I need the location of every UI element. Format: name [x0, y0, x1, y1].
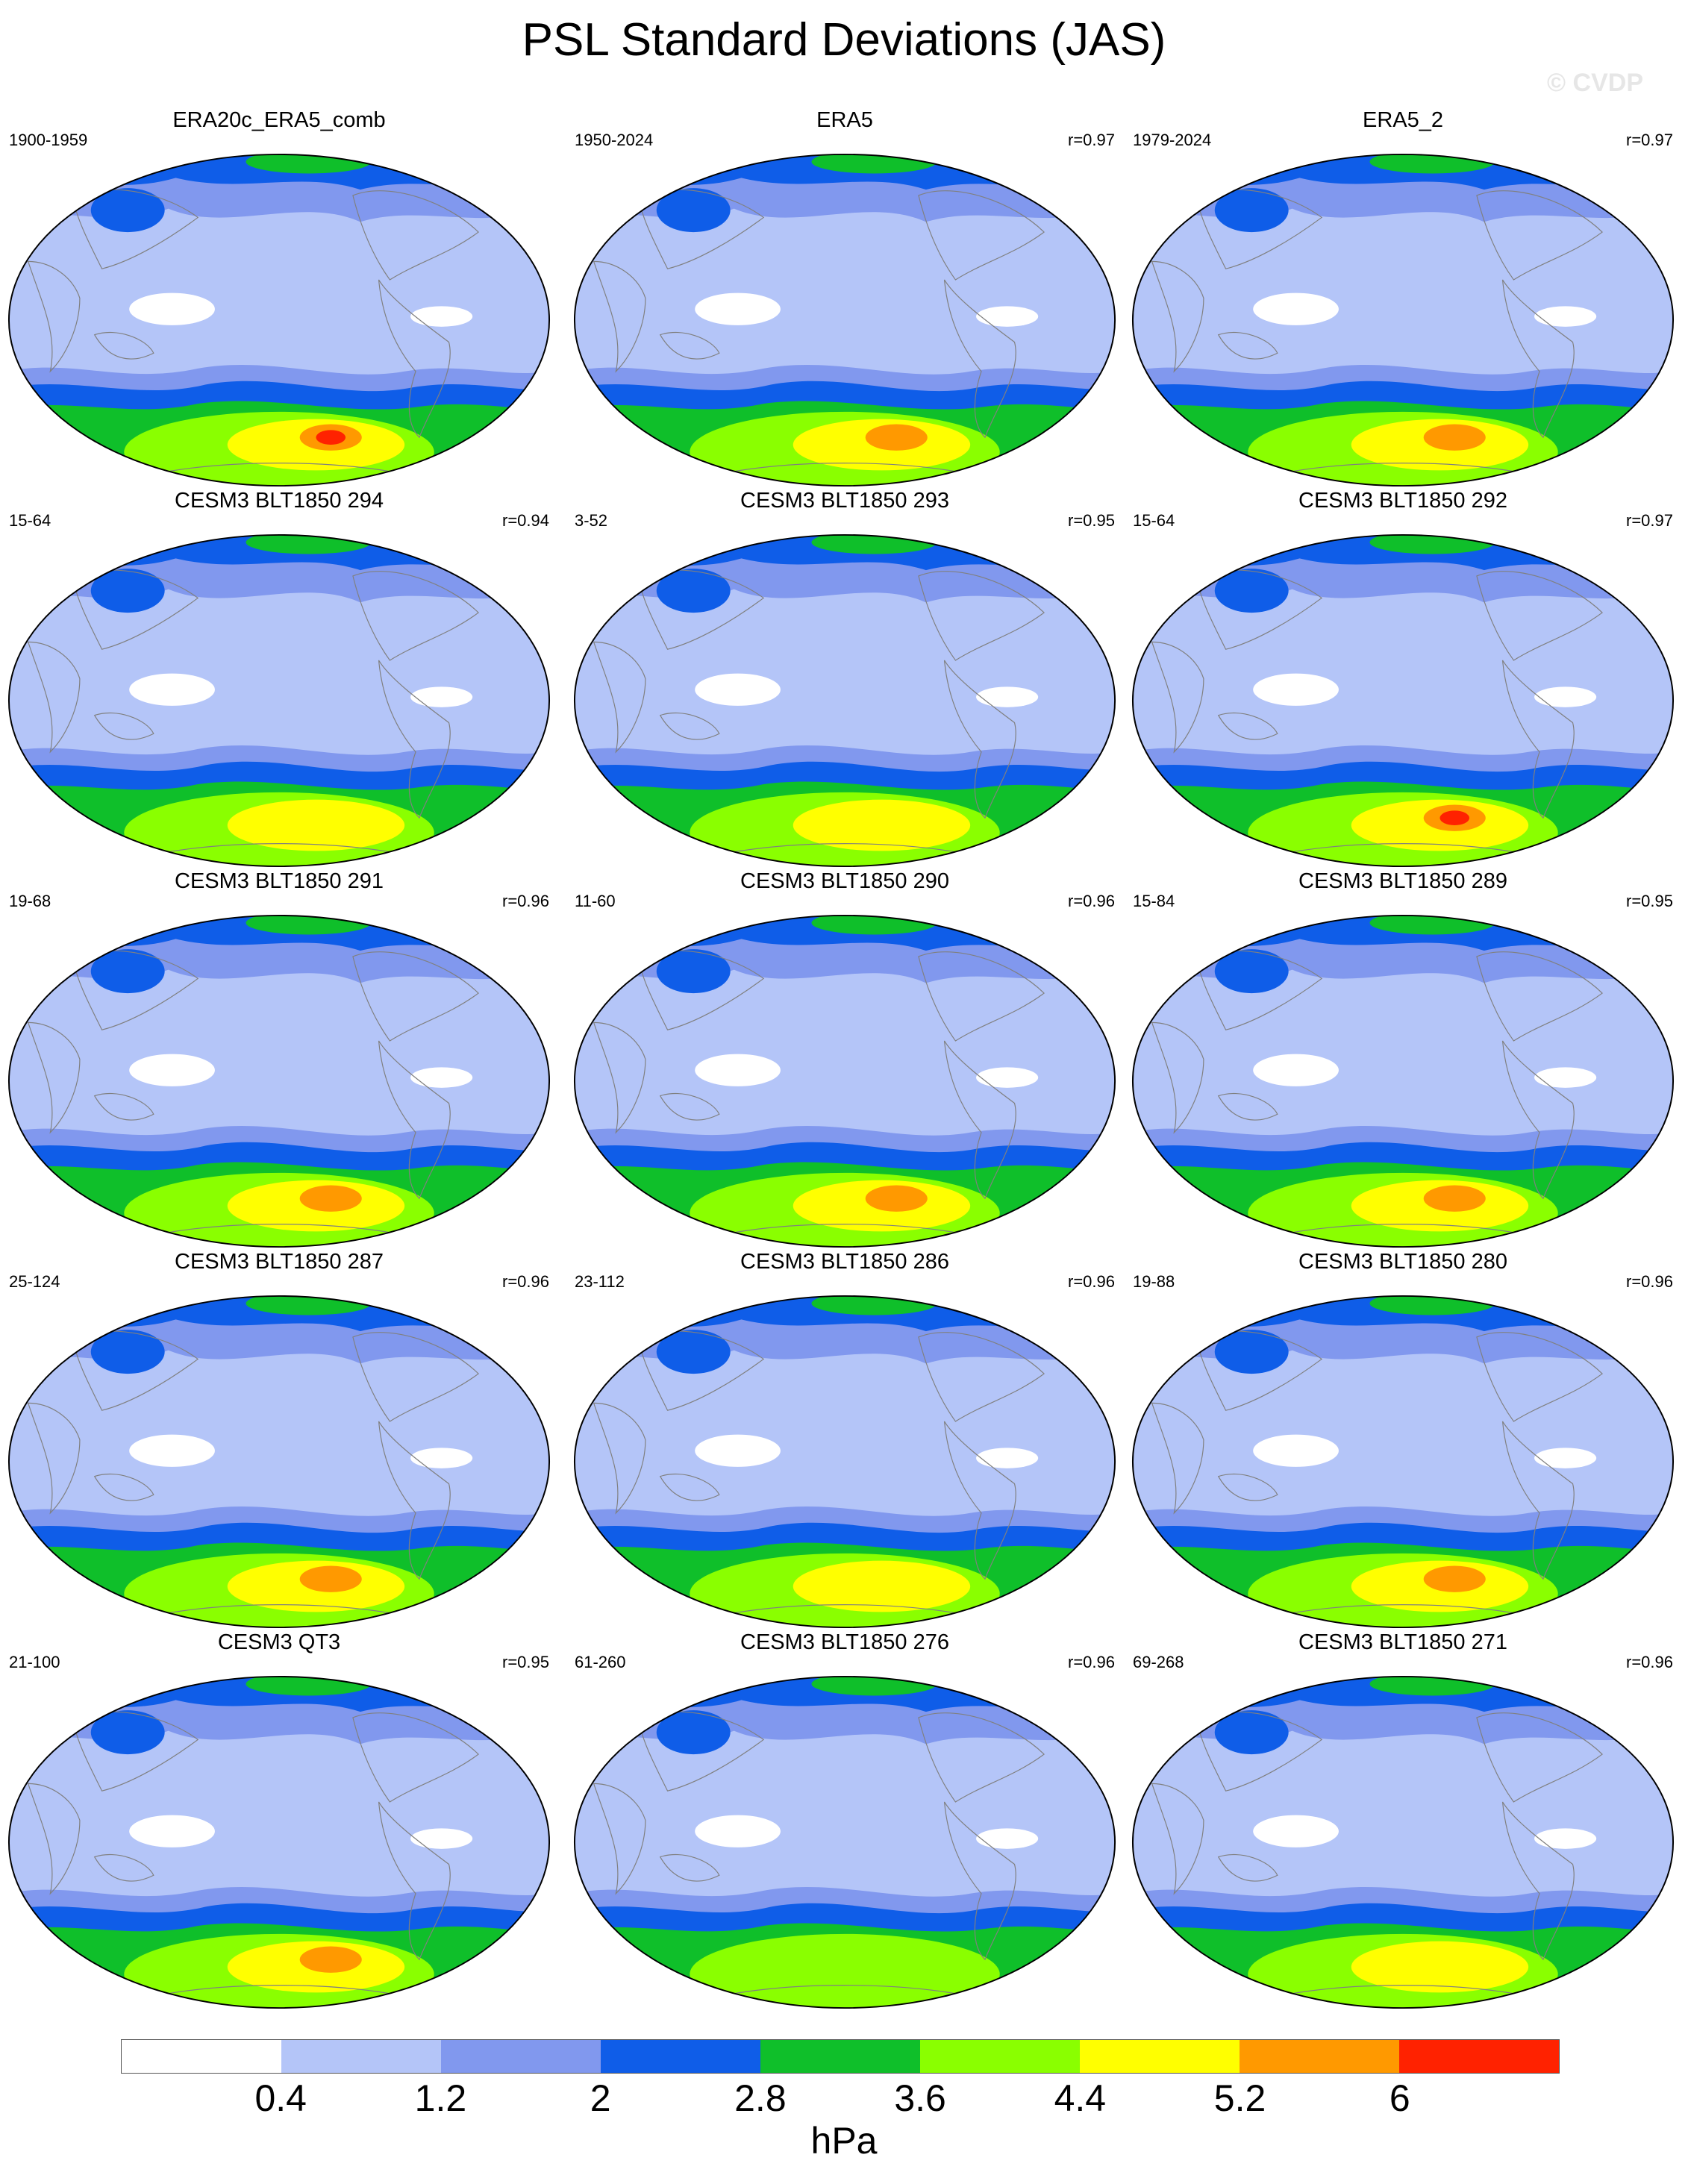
robinson-map	[1131, 534, 1675, 868]
robinson-map	[7, 534, 551, 868]
robinson-map	[573, 914, 1116, 1248]
robinson-map	[7, 1295, 551, 1629]
panel-title: ERA20c_ERA5_comb	[172, 108, 386, 132]
map-panel: CESM3 BLT1850 290 11-60 r=0.96	[569, 869, 1121, 1254]
robinson-map	[1131, 914, 1675, 1248]
map-panel: CESM3 BLT1850 287 25-124 r=0.96	[3, 1250, 555, 1634]
colorbar-tick-label: 5.2	[1213, 2077, 1266, 2119]
robinson-map	[7, 1675, 551, 2009]
panel-period: 23-112	[575, 1272, 625, 1291]
panel-period: 15-64	[9, 511, 51, 530]
robinson-map	[573, 1675, 1116, 2009]
colorbar-tick-label: 6	[1389, 2077, 1410, 2119]
colorbar-segment	[1080, 2040, 1240, 2073]
map-panel: CESM3 BLT1850 294 15-64 r=0.94	[3, 489, 555, 873]
panel-correlation: r=0.96	[1626, 1272, 1673, 1291]
panel-correlation: r=0.96	[502, 892, 549, 910]
panel-title: CESM3 BLT1850 293	[740, 489, 949, 513]
robinson-map	[1131, 1295, 1675, 1629]
panel-period: 1979-2024	[1133, 131, 1212, 149]
panel-period: 61-260	[575, 1653, 626, 1671]
robinson-map	[573, 153, 1116, 487]
map-panel: ERA20c_ERA5_comb 1900-1959	[3, 108, 555, 492]
panel-period: 1900-1959	[9, 131, 88, 149]
panel-title: CESM3 BLT1850 271	[1298, 1630, 1507, 1654]
panel-period: 19-88	[1133, 1272, 1175, 1291]
panel-title: ERA5	[816, 108, 873, 132]
panel-period: 25-124	[9, 1272, 60, 1291]
panel-title: CESM3 BLT1850 276	[740, 1630, 949, 1654]
panel-title: CESM3 BLT1850 294	[175, 489, 384, 513]
colorbar-tick-label: 1.2	[414, 2077, 467, 2119]
map-panel: CESM3 BLT1850 291 19-68 r=0.96	[3, 869, 555, 1254]
panel-period: 1950-2024	[575, 131, 654, 149]
panel-title: CESM3 BLT1850 286	[740, 1250, 949, 1274]
panel-correlation: r=0.96	[1068, 892, 1115, 910]
map-panel: CESM3 BLT1850 271 69-268 r=0.96	[1127, 1630, 1679, 2015]
colorbar-tick-label: 3.6	[894, 2077, 946, 2119]
panel-title: CESM3 BLT1850 287	[175, 1250, 384, 1274]
robinson-map	[573, 534, 1116, 868]
colorbar-segment	[281, 2040, 441, 2073]
colorbar-segment	[122, 2040, 281, 2073]
map-panel: CESM3 QT3 21-100 r=0.95	[3, 1630, 555, 2015]
panel-period: 11-60	[575, 892, 616, 910]
colorbar-tick-label: 0.4	[254, 2077, 307, 2119]
colorbar-segment	[441, 2040, 601, 2073]
map-panel: CESM3 BLT1850 292 15-64 r=0.97	[1127, 489, 1679, 873]
colorbar-units: hPa	[810, 2120, 878, 2162]
colorbar-tick-labels: 0.4 1.2 2 2.8 3.6 4.4 5.2 6	[121, 2077, 1560, 2121]
panel-title: CESM3 BLT1850 289	[1298, 869, 1507, 893]
panel-correlation: r=0.96	[1068, 1653, 1115, 1671]
panel-correlation: r=0.94	[502, 511, 549, 530]
panel-period: 21-100	[9, 1653, 60, 1671]
panel-title: CESM3 BLT1850 292	[1298, 489, 1507, 513]
panel-correlation: r=0.95	[1626, 892, 1673, 910]
map-panel: ERA5 1950-2024 r=0.97	[569, 108, 1121, 492]
panel-correlation: r=0.96	[1626, 1653, 1673, 1671]
panel-correlation: r=0.97	[1068, 131, 1115, 149]
colorbar	[121, 2039, 1560, 2074]
panel-period: 15-64	[1133, 511, 1175, 530]
robinson-map	[7, 153, 551, 487]
colorbar-segment	[601, 2040, 760, 2073]
colorbar-segment	[1399, 2040, 1559, 2073]
panel-title: CESM3 BLT1850 290	[740, 869, 949, 893]
colorbar-segment	[760, 2040, 920, 2073]
colorbar-tick-label: 4.4	[1054, 2077, 1107, 2119]
map-panel: CESM3 BLT1850 289 15-84 r=0.95	[1127, 869, 1679, 1254]
panel-period: 19-68	[9, 892, 51, 910]
map-panel: CESM3 BLT1850 276 61-260 r=0.96	[569, 1630, 1121, 2015]
colorbar-tick-label: 2.8	[734, 2077, 787, 2119]
robinson-map	[1131, 1675, 1675, 2009]
map-panel: CESM3 BLT1850 286 23-112 r=0.96	[569, 1250, 1121, 1634]
panel-correlation: r=0.95	[502, 1653, 549, 1671]
map-panel: CESM3 BLT1850 280 19-88 r=0.96	[1127, 1250, 1679, 1634]
panel-period: 15-84	[1133, 892, 1175, 910]
panel-period: 3-52	[575, 511, 608, 530]
robinson-map	[573, 1295, 1116, 1629]
panel-title: ERA5_2	[1362, 108, 1443, 132]
panel-title: CESM3 QT3	[217, 1630, 341, 1654]
colorbar-tick-label: 2	[590, 2077, 611, 2119]
colorbar-segment	[1240, 2040, 1399, 2073]
panel-correlation: r=0.97	[1626, 511, 1673, 530]
watermark: © CVDP	[1547, 69, 1643, 97]
panel-correlation: r=0.96	[502, 1272, 549, 1291]
panel-title: CESM3 BLT1850 291	[175, 869, 384, 893]
robinson-map	[7, 914, 551, 1248]
map-panel: CESM3 BLT1850 293 3-52 r=0.95	[569, 489, 1121, 873]
panel-period: 69-268	[1133, 1653, 1184, 1671]
robinson-map	[1131, 153, 1675, 487]
panel-title: CESM3 BLT1850 280	[1298, 1250, 1507, 1274]
figure-title: PSL Standard Deviations (JAS)	[522, 14, 1166, 66]
panel-correlation: r=0.95	[1068, 511, 1115, 530]
panel-correlation: r=0.96	[1068, 1272, 1115, 1291]
panel-correlation: r=0.97	[1626, 131, 1673, 149]
colorbar-segment	[920, 2040, 1080, 2073]
map-panel: ERA5_2 1979-2024 r=0.97	[1127, 108, 1679, 492]
